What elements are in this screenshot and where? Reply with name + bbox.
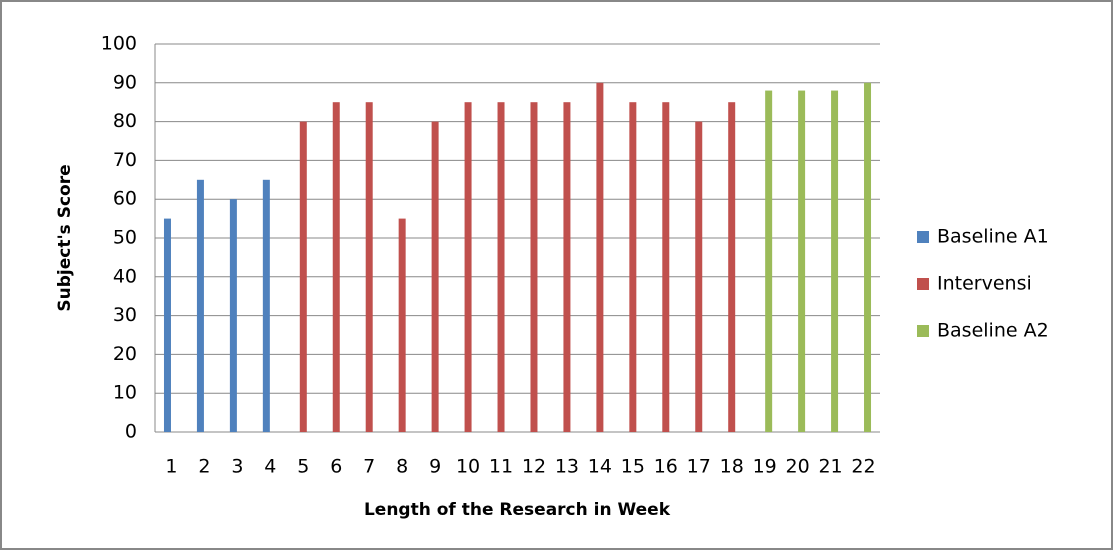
x-tick-label: 14 <box>588 456 612 478</box>
legend-label: Baseline A1 <box>937 226 1049 248</box>
bar <box>798 90 806 432</box>
bar <box>530 102 538 432</box>
y-tick-label: 80 <box>113 110 137 132</box>
bar <box>299 121 307 432</box>
x-tick-label: 5 <box>297 456 309 478</box>
bar <box>262 179 270 432</box>
x-tick-label: 15 <box>621 456 645 478</box>
x-tick-label: 4 <box>264 456 276 478</box>
bar <box>196 179 204 432</box>
y-tick-label: 0 <box>125 421 137 443</box>
bar <box>596 82 604 433</box>
y-tick-label: 90 <box>113 71 137 93</box>
bar <box>864 82 872 433</box>
x-tick-label: 16 <box>654 456 678 478</box>
bar <box>431 121 439 432</box>
bar <box>831 90 839 432</box>
x-tick-label: 11 <box>489 456 513 478</box>
x-tick-label: 10 <box>456 456 480 478</box>
bar <box>662 102 670 432</box>
x-tick-label: 17 <box>687 456 711 478</box>
x-tick-label: 19 <box>753 456 777 478</box>
legend-swatch <box>917 231 929 243</box>
x-tick-label: 8 <box>396 456 408 478</box>
x-tick-label: 6 <box>330 456 342 478</box>
y-tick-label: 30 <box>113 304 137 326</box>
x-tick-label: 7 <box>363 456 375 478</box>
bar <box>398 218 406 432</box>
bar <box>629 102 637 432</box>
bar <box>229 199 237 432</box>
x-tick-label: 1 <box>165 456 177 478</box>
bar <box>728 102 736 432</box>
x-tick-label: 20 <box>786 456 810 478</box>
bar <box>497 102 505 432</box>
bar <box>765 90 773 432</box>
y-tick-label: 60 <box>113 188 137 210</box>
legend-label: Intervensi <box>937 273 1032 295</box>
x-tick-label: 2 <box>198 456 210 478</box>
bar <box>163 218 171 432</box>
x-tick-label: 13 <box>555 456 579 478</box>
x-tick-label: 12 <box>522 456 546 478</box>
bar <box>365 102 373 432</box>
legend-swatch <box>917 325 929 337</box>
x-axis-title: Length of the Research in Week <box>364 500 671 520</box>
x-tick-label: 22 <box>851 456 875 478</box>
legend-label: Baseline A2 <box>937 320 1049 342</box>
x-tick-label: 3 <box>231 456 243 478</box>
x-tick-label: 18 <box>720 456 744 478</box>
y-tick-label: 100 <box>101 33 137 55</box>
y-tick-label: 20 <box>113 343 137 365</box>
x-tick-label: 21 <box>818 456 842 478</box>
bar <box>695 121 703 432</box>
y-tick-label: 50 <box>113 227 137 249</box>
y-tick-label: 40 <box>113 265 137 287</box>
x-tick-label: 9 <box>429 456 441 478</box>
bar <box>563 102 571 432</box>
y-axis-title: Subject's Score <box>55 164 75 311</box>
bar <box>332 102 340 432</box>
y-tick-label: 10 <box>113 382 137 404</box>
y-tick-label: 70 <box>113 149 137 171</box>
legend-swatch <box>917 278 929 290</box>
bar <box>464 102 472 432</box>
